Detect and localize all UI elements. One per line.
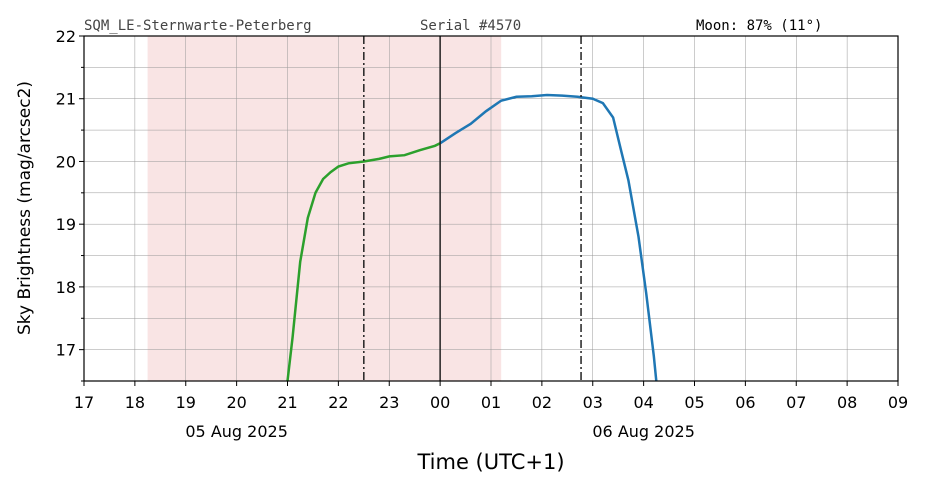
date-label: 05 Aug 2025 <box>185 422 288 441</box>
moon-label: Moon: 87% (11°) <box>696 18 822 34</box>
x-tick-label: 20 <box>226 393 246 412</box>
x-tick-label: 07 <box>786 393 806 412</box>
x-tick-label: 00 <box>430 393 450 412</box>
y-tick-label: 21 <box>56 90 76 109</box>
date-label: 06 Aug 2025 <box>592 422 695 441</box>
x-tick-label: 01 <box>481 393 501 412</box>
x-tick-label: 18 <box>125 393 145 412</box>
data-line <box>439 93 658 382</box>
x-tick-label: 04 <box>633 393 653 412</box>
x-tick-label: 05 <box>684 393 704 412</box>
y-axis-label: Sky Brightness (mag/arcsec2) <box>15 81 35 335</box>
x-tick-label: 09 <box>888 393 908 412</box>
shaded-region <box>147 36 502 381</box>
x-tick-label: 17 <box>74 393 94 412</box>
y-tick-label: 19 <box>56 215 76 234</box>
y-tick-label: 17 <box>56 341 76 360</box>
x-tick-label: 08 <box>837 393 857 412</box>
y-tick-label: 18 <box>56 278 76 297</box>
x-axis-label: Time (UTC+1) <box>416 450 564 474</box>
x-tick-label: 22 <box>328 393 348 412</box>
y-tick-label: 22 <box>56 27 76 46</box>
station-label: SQM_LE-Sternwarte-Peterberg <box>84 18 312 34</box>
x-tick-label: 23 <box>379 393 399 412</box>
x-tick-label: 06 <box>735 393 755 412</box>
x-tick-label: 19 <box>176 393 196 412</box>
serial-label: Serial #4570 <box>420 18 521 34</box>
y-tick-label: 20 <box>56 152 76 171</box>
data-line <box>286 142 441 382</box>
x-tick-label: 21 <box>277 393 297 412</box>
x-tick-label: 02 <box>532 393 552 412</box>
x-tick-label: 03 <box>583 393 603 412</box>
